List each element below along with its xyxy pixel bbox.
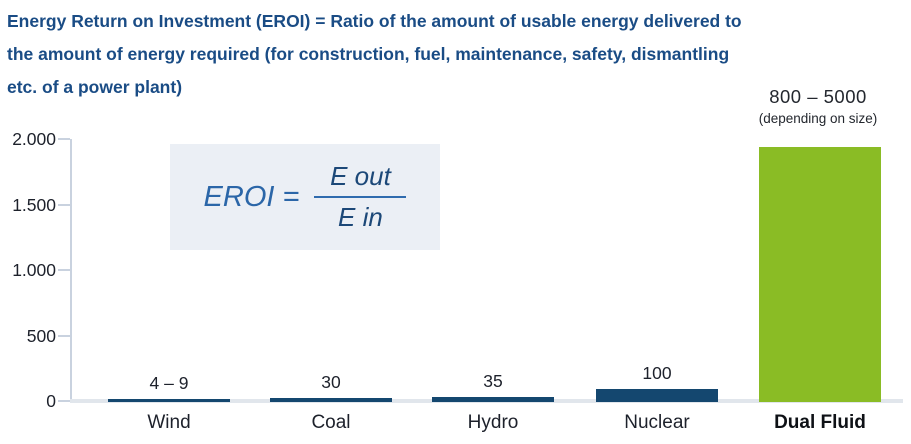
y-tick-label-2000: 2.000 (12, 129, 56, 149)
y-tick-mark-1000 (58, 269, 70, 271)
formula-denominator: E in (338, 202, 383, 232)
annotation-range: 800 – 5000 (769, 86, 867, 107)
x-category-coal: Coal (311, 412, 351, 433)
formula-fraction: E out E in (314, 161, 407, 233)
bar-dual-fluid (759, 147, 881, 402)
bar-coal (270, 398, 392, 402)
annotation-note: (depending on size) (758, 111, 878, 126)
bar-value-coal: 30 (321, 372, 341, 392)
x-category-wind: Wind (147, 412, 191, 433)
y-tick-label-1500: 1.500 (12, 195, 56, 215)
formula-numerator: E out (330, 161, 391, 191)
y-tick-mark-500 (58, 335, 70, 337)
chart-title-line-2: the amount of energy required (for const… (7, 44, 730, 64)
eroi-formula-box: EROI = E out E in (170, 144, 440, 250)
fraction-bar (314, 196, 407, 198)
bar-value-wind: 4 – 9 (149, 373, 189, 393)
x-category-hydro: Hydro (467, 412, 519, 433)
dual-fluid-annotation: 800 – 5000 (depending on size) (725, 86, 911, 126)
bar-hydro (432, 397, 554, 402)
chart-title-line-1: Energy Return on Investment (EROI) = Rat… (7, 11, 742, 31)
bar-wind (108, 399, 230, 402)
bar-value-hydro: 35 (483, 371, 503, 391)
y-tick-label-0: 0 (46, 391, 56, 411)
y-tick-mark-2000 (58, 138, 70, 140)
y-tick-mark-0 (58, 400, 70, 402)
bar-nuclear (596, 389, 718, 402)
y-tick-mark-1500 (58, 204, 70, 206)
x-category-dual-fluid: Dual Fluid (774, 412, 866, 433)
y-tick-label-500: 500 (26, 326, 56, 346)
y-tick-label-1000: 1.000 (12, 260, 56, 280)
chart-title-line-3: etc. of a power plant) (7, 77, 183, 97)
formula-lhs: EROI = (203, 180, 300, 213)
y-axis-line (70, 139, 72, 403)
chart-title: Energy Return on Investment (EROI) = Rat… (7, 5, 742, 104)
x-category-nuclear: Nuclear (624, 412, 690, 433)
bar-value-nuclear: 100 (642, 363, 672, 383)
